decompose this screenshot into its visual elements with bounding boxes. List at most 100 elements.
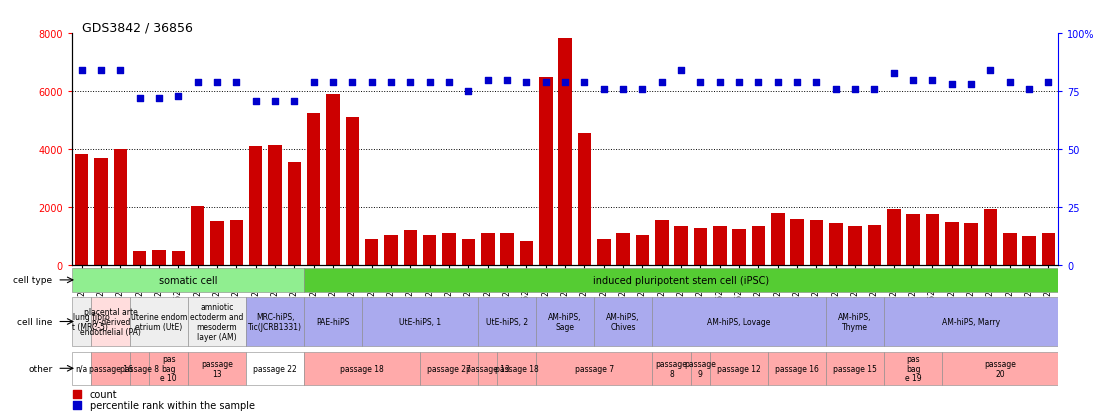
Bar	[304, 268, 1058, 292]
Bar	[536, 297, 594, 346]
Bar	[827, 352, 884, 385]
Bar	[191, 206, 205, 266]
Bar	[246, 297, 304, 346]
Point	[730, 80, 748, 86]
Bar	[172, 251, 185, 266]
Text: passage
8: passage 8	[656, 359, 687, 378]
Point	[885, 70, 903, 77]
Point	[691, 80, 709, 86]
Text: PAE-hiPS: PAE-hiPS	[317, 317, 350, 326]
Point	[92, 68, 110, 75]
Bar	[690, 352, 710, 385]
Point	[325, 80, 342, 86]
Point	[962, 82, 979, 88]
Point	[614, 86, 632, 93]
Bar	[307, 114, 320, 266]
Text: cell type: cell type	[13, 276, 52, 285]
Text: UtE-hiPS, 1: UtE-hiPS, 1	[399, 317, 441, 326]
Bar	[945, 222, 958, 266]
Point	[750, 80, 768, 86]
Bar	[1023, 237, 1036, 266]
Bar	[150, 352, 188, 385]
Bar	[653, 352, 690, 385]
Bar	[829, 223, 842, 266]
Point	[151, 96, 168, 102]
Bar	[964, 223, 978, 266]
Bar	[72, 297, 91, 346]
Point	[575, 80, 593, 86]
Point	[1020, 86, 1038, 93]
Bar	[229, 221, 243, 266]
Bar	[478, 297, 536, 346]
Text: passage 27: passage 27	[427, 364, 471, 373]
Bar	[694, 228, 707, 266]
Bar	[536, 352, 653, 385]
Text: passage 15: passage 15	[833, 364, 878, 373]
Text: count: count	[90, 389, 117, 399]
Text: passage
9: passage 9	[685, 359, 717, 378]
Bar	[653, 297, 827, 346]
Text: AM-hiPS,
Chives: AM-hiPS, Chives	[606, 312, 639, 331]
Bar	[362, 297, 478, 346]
Point	[131, 96, 148, 102]
Bar	[72, 268, 304, 292]
Bar	[501, 234, 514, 266]
Point	[266, 98, 284, 104]
Bar	[75, 154, 89, 266]
Text: passage 13: passage 13	[465, 364, 510, 373]
Point	[1039, 80, 1057, 86]
Bar	[884, 352, 942, 385]
Text: GDS3842 / 36856: GDS3842 / 36856	[82, 21, 193, 34]
Bar	[888, 209, 901, 266]
Bar	[810, 221, 823, 266]
Bar	[152, 251, 166, 266]
Bar	[211, 222, 224, 266]
Point	[537, 80, 555, 86]
Point	[827, 86, 844, 93]
Point	[924, 77, 942, 84]
Text: passage 18: passage 18	[340, 364, 384, 373]
Point	[982, 68, 999, 75]
Bar	[732, 229, 746, 266]
Text: passage 8: passage 8	[120, 364, 160, 373]
Bar	[594, 297, 653, 346]
Bar	[636, 235, 649, 266]
Bar	[133, 251, 146, 266]
Text: passage 7: passage 7	[575, 364, 614, 373]
Bar	[188, 352, 246, 385]
Text: passage 16: passage 16	[89, 364, 133, 373]
Text: amniotic
ectoderm and
mesoderm
layer (AM): amniotic ectoderm and mesoderm layer (AM…	[191, 303, 244, 341]
Bar	[577, 134, 592, 266]
Text: induced pluripotent stem cell (iPSC): induced pluripotent stem cell (iPSC)	[593, 275, 769, 285]
Bar	[884, 297, 1058, 346]
Text: passage 12: passage 12	[717, 364, 761, 373]
Bar	[558, 38, 572, 266]
Point	[440, 80, 458, 86]
Text: AM-hiPS, Marry: AM-hiPS, Marry	[942, 317, 1001, 326]
Bar	[91, 352, 130, 385]
Bar	[771, 214, 784, 266]
Point	[68, 402, 85, 408]
Bar	[365, 240, 379, 266]
Point	[788, 80, 806, 86]
Bar	[925, 215, 940, 266]
Point	[1001, 80, 1018, 86]
Bar	[868, 225, 881, 266]
Text: MRC-hiPS,
Tic(JCRB1331): MRC-hiPS, Tic(JCRB1331)	[248, 312, 302, 331]
Text: AM-hiPS, Lovage: AM-hiPS, Lovage	[707, 317, 771, 326]
Text: pas
bag
e 10: pas bag e 10	[161, 354, 177, 382]
Bar	[420, 352, 478, 385]
Text: uterine endom
etrium (UtE): uterine endom etrium (UtE)	[131, 312, 187, 331]
Point	[112, 68, 130, 75]
Bar	[1042, 234, 1055, 266]
Point	[73, 68, 91, 75]
Text: AM-hiPS,
Sage: AM-hiPS, Sage	[548, 312, 582, 331]
Point	[305, 80, 322, 86]
Text: passage 16: passage 16	[776, 364, 819, 373]
Text: percentile rank within the sample: percentile rank within the sample	[90, 400, 255, 410]
Bar	[497, 352, 536, 385]
Point	[943, 82, 961, 88]
Point	[499, 77, 516, 84]
Point	[904, 77, 922, 84]
Bar	[246, 352, 304, 385]
